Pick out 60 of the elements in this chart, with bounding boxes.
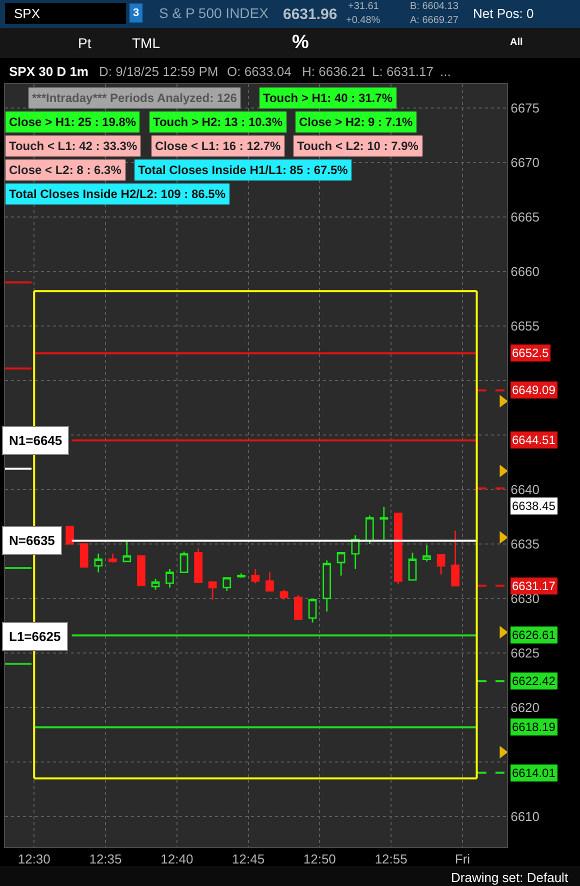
text: L: 6631.17 [372, 64, 434, 79]
y-tick-label: 6610 [510, 809, 540, 824]
data-label: 6622.42 [512, 674, 556, 688]
text: 6644.51 [512, 433, 556, 447]
annotation: Touch < L2: 10 : 7.9% [297, 139, 419, 153]
text: B: 6604.13 [410, 1, 459, 12]
text: Net Pos: 0 [473, 6, 534, 21]
y-tick-label: 6675 [510, 100, 540, 116]
annotation: Touch > H1: 40 : 31.7% [263, 91, 393, 105]
annotation: Close > H1: 25 : 19.8% [9, 115, 136, 129]
annotation: Total Closes Inside H1/L1: 85 : 67.5% [138, 163, 348, 177]
y-tick-label: 6640 [510, 482, 540, 498]
text: 3 [133, 7, 140, 19]
x-tick-label: 12:40 [160, 852, 194, 867]
x-tick-label: 12:45 [232, 852, 265, 867]
data-label: 6631.17 [512, 579, 556, 593]
text: TML [132, 35, 160, 51]
text: All [510, 37, 523, 48]
text: 6652.5 [512, 346, 550, 360]
text: A: 6669.27 [410, 15, 459, 26]
y-tick-label: 6620 [510, 700, 540, 716]
y-tick-label: 6625 [510, 646, 540, 661]
text: ... [440, 64, 451, 79]
annotation: Touch < L1: 42 : 33.3% [9, 139, 138, 153]
y-tick-label: 6655 [510, 318, 540, 334]
x-tick-label: 12:50 [303, 852, 336, 867]
text: SPX 30 D 1m [9, 64, 88, 79]
text: O: 6633.04 [227, 64, 292, 79]
text: +31.61 [348, 1, 380, 12]
x-tick-label: 12:30 [18, 852, 50, 867]
annotation: ***Intraday*** Periods Analyzed: 126 [32, 91, 238, 105]
y-tick-label: 6670 [510, 155, 540, 170]
data-label: 6649.09 [512, 383, 556, 397]
x-tick-label: 12:55 [374, 852, 408, 867]
x-tick-label: 12:35 [89, 852, 122, 867]
text: +0.48% [346, 15, 380, 26]
text: 6631.96 [283, 6, 338, 23]
annotation: Total Closes Inside H2/L2: 109 : 86.5% [9, 187, 226, 201]
text: D: 9/18/25 12:59 PM [99, 64, 218, 79]
data-label: 6614.01 [512, 766, 556, 780]
annotation: N1=6645 [9, 433, 62, 448]
text: S & P 500 INDEX [159, 5, 270, 21]
annotation: Close < L1: 16 : 12.7% [155, 139, 282, 153]
annotation: N=6635 [9, 533, 55, 548]
y-tick-label: 6660 [510, 264, 540, 280]
y-tick-label: 6635 [510, 536, 540, 552]
x-tick-label: Fri [454, 852, 470, 867]
text: SPX [14, 6, 40, 21]
text: H: 6636.21 [302, 64, 366, 79]
annotation: Close > H2: 9 : 7.1% [299, 115, 414, 129]
text: % [292, 32, 309, 53]
annotation: L1=6625 [9, 629, 61, 644]
text: 6618.19 [512, 720, 556, 734]
text: 6626.61 [512, 628, 556, 642]
annotation: Touch > H2: 13 : 10.3% [153, 115, 283, 129]
y-tick-label: 6665 [510, 210, 540, 225]
text: Drawing set: Default [451, 870, 568, 885]
annotation: Close < L2: 8 : 6.3% [9, 163, 122, 177]
text: 6638.45 [512, 499, 556, 513]
text: Pt [78, 35, 92, 51]
